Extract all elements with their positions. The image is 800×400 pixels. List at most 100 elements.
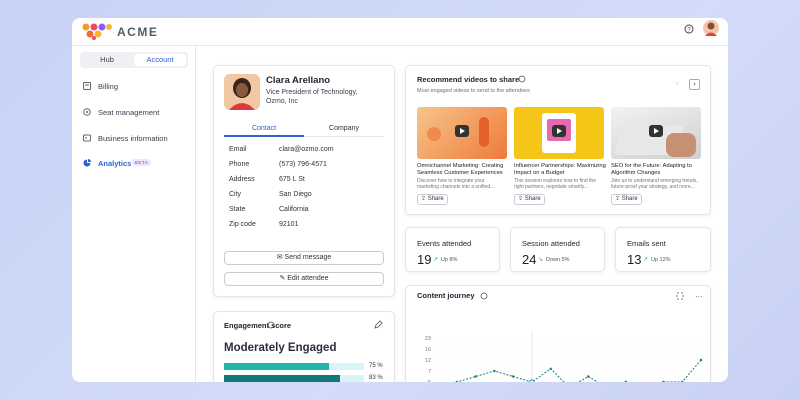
business-icon (83, 134, 91, 142)
field-label: Email (229, 146, 247, 153)
profile-card: Clara Arellano Vice President of Technol… (213, 65, 395, 297)
share-button[interactable]: ⇪ Share (417, 194, 448, 205)
next-arrow[interactable]: › (689, 79, 700, 90)
field-label: Phone (229, 161, 250, 168)
field-label: Address (229, 176, 255, 183)
data-point (474, 375, 477, 378)
share-label: Share (524, 196, 541, 202)
stat-card: Emails sent 13 ↗ Up 12% (615, 227, 711, 272)
data-point (624, 380, 628, 382)
data-point (681, 380, 684, 382)
share-button[interactable]: ⇪ Share (611, 194, 642, 205)
bar (224, 363, 329, 370)
stat-value: 13 (627, 252, 642, 267)
data-point (662, 380, 665, 382)
beta-badge: BETA (132, 159, 152, 166)
stat-value: 19 (417, 252, 432, 267)
y-tick-label: 5 (428, 380, 431, 382)
more-icon[interactable]: ··· (695, 292, 703, 301)
info-icon (518, 75, 526, 83)
field-value: clara@ozmo.com (279, 146, 334, 153)
stat-card: Session attended 24 ↘ Down 5% (510, 227, 605, 272)
data-point (549, 367, 552, 371)
video-description: Join us to understand emerging trends, f… (611, 178, 698, 190)
tab-hub[interactable]: Hub (100, 55, 114, 64)
info-icon (480, 292, 488, 300)
user-avatar[interactable] (703, 20, 719, 36)
videos-subtitle: Most engaged videos to send to the atten… (417, 88, 530, 94)
engagement-level: Moderately Engaged (224, 342, 337, 354)
data-point (493, 369, 496, 373)
y-tick-label: 16 (425, 347, 431, 353)
bar-label: 75 % (369, 363, 383, 369)
send-message-button[interactable]: ✉ Send message (224, 251, 384, 265)
stat-trend: Up 12% (651, 257, 671, 263)
video-thumbnail[interactable] (417, 107, 507, 159)
info-icon (267, 321, 275, 329)
stat-label: Session attended (522, 239, 580, 248)
prev-arrow[interactable]: ‹ (676, 80, 679, 87)
header-divider (72, 45, 728, 46)
sidebar-divider (195, 45, 196, 382)
video-thumbnail[interactable] (514, 107, 604, 159)
data-point (587, 375, 590, 378)
journey-card: Content journey ··· 3 5 7 12 16 23 (405, 285, 711, 382)
profile-photo (224, 74, 260, 110)
tab-indicator (224, 135, 304, 137)
share-button[interactable]: ⇪ Share (514, 194, 545, 205)
tab-contact[interactable]: Contact (251, 125, 277, 132)
engagement-title: Engagement score (224, 321, 292, 330)
data-point (699, 358, 703, 362)
data-point (455, 380, 458, 382)
bar (224, 375, 341, 382)
field-value: 92101 (279, 221, 299, 228)
billing-icon (83, 82, 91, 90)
field-label: Zip code (229, 221, 256, 228)
app-window: ACME ? Hub Account Billing Seat manageme… (72, 18, 728, 382)
data-point (529, 379, 535, 382)
help-icon[interactable]: ? (684, 24, 694, 34)
trend-icon: ↗ (643, 257, 649, 263)
field-value: (573) 796-4571 (279, 161, 327, 168)
field-value: San Diego (279, 191, 312, 198)
y-tick-label: 23 (425, 336, 431, 342)
logo-icon (82, 23, 112, 40)
video-title: Influencer Partnerships: Maximizing Impa… (514, 163, 606, 176)
stat-trend: Up 8% (441, 257, 458, 263)
seat-icon (83, 108, 91, 116)
profile-name: Clara Arellano (266, 75, 331, 86)
nav-seat-management[interactable]: Seat management (98, 108, 160, 117)
nav-billing[interactable]: Billing (98, 82, 119, 91)
video-thumbnail[interactable] (611, 107, 701, 159)
edit-attendee-button[interactable]: ✎ Edit attendee (224, 272, 384, 286)
tab-company[interactable]: Company (329, 125, 359, 132)
button-label: Edit attendee (287, 275, 329, 282)
video-description: This session explores how to find the ri… (514, 178, 596, 190)
data-point (511, 375, 515, 378)
edit-icon[interactable] (374, 320, 383, 329)
expand-icon[interactable] (676, 292, 684, 300)
engagement-card: Engagement score Moderately Engaged 75 %… (213, 311, 395, 382)
profile-title: Vice President of Technology, Ozmo, Inc (266, 89, 358, 105)
brand: ACME (117, 25, 159, 39)
share-label: Share (427, 196, 444, 202)
button-label: Send message (284, 254, 332, 261)
chart-title: Content journey (417, 291, 475, 300)
bar-label: 83 % (369, 375, 383, 381)
video-title: Omnichannel Marketing: Creating Seamless… (417, 163, 504, 176)
field-label: City (229, 191, 242, 198)
field-label: State (229, 206, 246, 213)
tab-divider (224, 136, 384, 137)
field-value: California (279, 206, 309, 213)
field-value: 675 L St (279, 176, 305, 183)
stat-value: 24 (522, 252, 537, 267)
tab-account[interactable]: Account (134, 54, 186, 66)
y-tick-label: 7 (428, 369, 431, 375)
y-tick-label: 12 (425, 358, 431, 364)
nav-business-information[interactable]: Business information (98, 134, 168, 143)
nav-analytics[interactable]: Analytics (98, 159, 132, 168)
trend-icon: ↘ (538, 257, 544, 263)
stat-label: Events attended (417, 239, 472, 248)
